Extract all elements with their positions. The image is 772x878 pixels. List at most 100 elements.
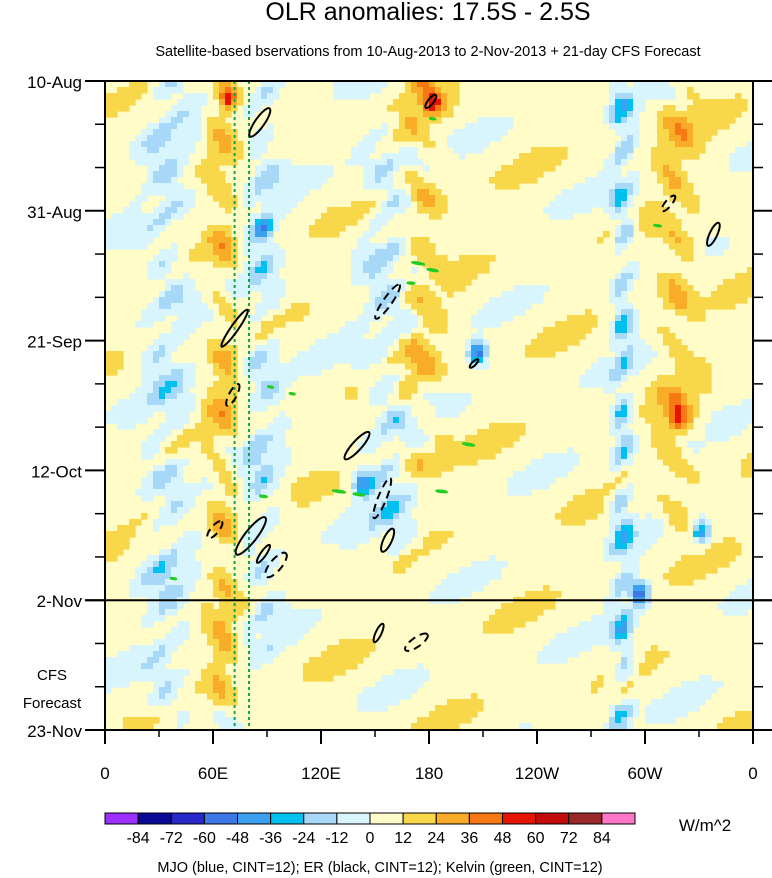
- anomaly-cell: [609, 363, 616, 370]
- anomaly-cell: [705, 675, 712, 682]
- forecast-label-line2: Forecast: [23, 695, 82, 712]
- anomaly-cell: [363, 483, 370, 490]
- anomaly-cell: [363, 201, 370, 208]
- anomaly-cell: [207, 621, 214, 628]
- anomaly-cell: [363, 537, 370, 544]
- anomaly-cell: [435, 465, 442, 472]
- anomaly-cell: [513, 297, 520, 304]
- anomaly-cell: [669, 117, 676, 124]
- anomaly-cell: [657, 447, 664, 454]
- anomaly-cell: [579, 327, 586, 334]
- anomaly-cell: [171, 459, 178, 466]
- anomaly-cell: [561, 471, 568, 478]
- anomaly-cell: [261, 645, 268, 652]
- anomaly-cell: [189, 561, 196, 568]
- anomaly-cell: [357, 273, 364, 280]
- anomaly-cell: [219, 681, 226, 688]
- anomaly-cell: [549, 651, 556, 658]
- anomaly-cell: [585, 639, 592, 646]
- anomaly-cell: [675, 177, 682, 184]
- er-contour-dashed: [404, 632, 429, 652]
- anomaly-cell: [531, 297, 538, 304]
- anomaly-cell: [657, 81, 664, 88]
- anomaly-cell: [147, 321, 154, 328]
- anomaly-cell: [219, 609, 226, 616]
- anomaly-cell: [327, 471, 334, 478]
- anomaly-cell: [513, 471, 520, 478]
- anomaly-cell: [411, 465, 418, 472]
- anomaly-cell: [165, 591, 172, 598]
- anomaly-cell: [465, 273, 472, 280]
- anomaly-cell: [189, 327, 196, 334]
- anomaly-cell: [441, 723, 448, 730]
- anomaly-cell: [627, 225, 634, 232]
- anomaly-cell: [387, 489, 394, 496]
- colorbar-swatch: [568, 812, 603, 825]
- anomaly-cell: [249, 153, 256, 160]
- anomaly-cell: [591, 183, 598, 190]
- anomaly-cell: [273, 561, 280, 568]
- anomaly-cell: [141, 579, 148, 586]
- anomaly-cell: [339, 519, 346, 526]
- anomaly-cell: [393, 525, 400, 532]
- anomaly-cell: [489, 561, 496, 568]
- anomaly-cell: [615, 441, 622, 448]
- anomaly-cell: [177, 333, 184, 340]
- anomaly-cell: [153, 357, 160, 364]
- anomaly-cell: [375, 525, 382, 532]
- anomaly-cell: [657, 375, 664, 382]
- anomaly-cell: [585, 495, 592, 502]
- anomaly-cell: [657, 153, 664, 160]
- anomaly-cell: [567, 195, 574, 202]
- anomaly-cell: [519, 177, 526, 184]
- anomaly-cell: [219, 303, 226, 310]
- anomaly-cell: [165, 411, 172, 418]
- anomaly-cell: [351, 249, 358, 256]
- colorbar-label: 84: [593, 830, 611, 847]
- anomaly-cell: [321, 531, 328, 538]
- anomaly-cell: [213, 81, 220, 88]
- anomaly-cell: [117, 357, 124, 364]
- anomaly-cell: [657, 387, 664, 394]
- anomaly-cell: [633, 261, 640, 268]
- anomaly-cell: [363, 345, 370, 352]
- anomaly-cell: [171, 333, 178, 340]
- anomaly-cell: [627, 591, 634, 598]
- anomaly-cell: [369, 255, 376, 262]
- anomaly-cell: [669, 111, 676, 118]
- anomaly-cell: [207, 135, 214, 142]
- anomaly-cell: [441, 369, 448, 376]
- anomaly-cell: [405, 693, 412, 700]
- anomaly-cell: [189, 315, 196, 322]
- anomaly-cell: [417, 117, 424, 124]
- anomaly-cell: [615, 663, 622, 670]
- anomaly-cell: [321, 177, 328, 184]
- anomaly-cell: [717, 117, 724, 124]
- anomaly-cell: [219, 621, 226, 628]
- anomaly-cell: [621, 411, 628, 418]
- anomaly-cell: [213, 363, 220, 370]
- anomaly-cell: [477, 321, 484, 328]
- anomaly-cell: [549, 201, 556, 208]
- anomaly-cell: [645, 717, 652, 724]
- anomaly-cell: [657, 279, 664, 286]
- anomaly-cell: [615, 381, 622, 388]
- anomaly-cell: [129, 81, 136, 88]
- anomaly-cell: [225, 279, 232, 286]
- anomaly-cell: [345, 519, 352, 526]
- anomaly-cell: [681, 255, 688, 262]
- anomaly-cell: [165, 189, 172, 196]
- anomaly-cell: [189, 123, 196, 130]
- anomaly-cell: [309, 621, 316, 628]
- anomaly-cell: [567, 315, 574, 322]
- anomaly-cell: [681, 237, 688, 244]
- anomaly-cell: [669, 303, 676, 310]
- anomaly-cell: [465, 357, 472, 364]
- anomaly-cell: [543, 153, 550, 160]
- anomaly-cell: [477, 261, 484, 268]
- anomaly-cell: [267, 441, 274, 448]
- anomaly-cell: [729, 609, 736, 616]
- anomaly-cell: [561, 465, 568, 472]
- anomaly-cell: [303, 165, 310, 172]
- anomaly-cell: [387, 297, 394, 304]
